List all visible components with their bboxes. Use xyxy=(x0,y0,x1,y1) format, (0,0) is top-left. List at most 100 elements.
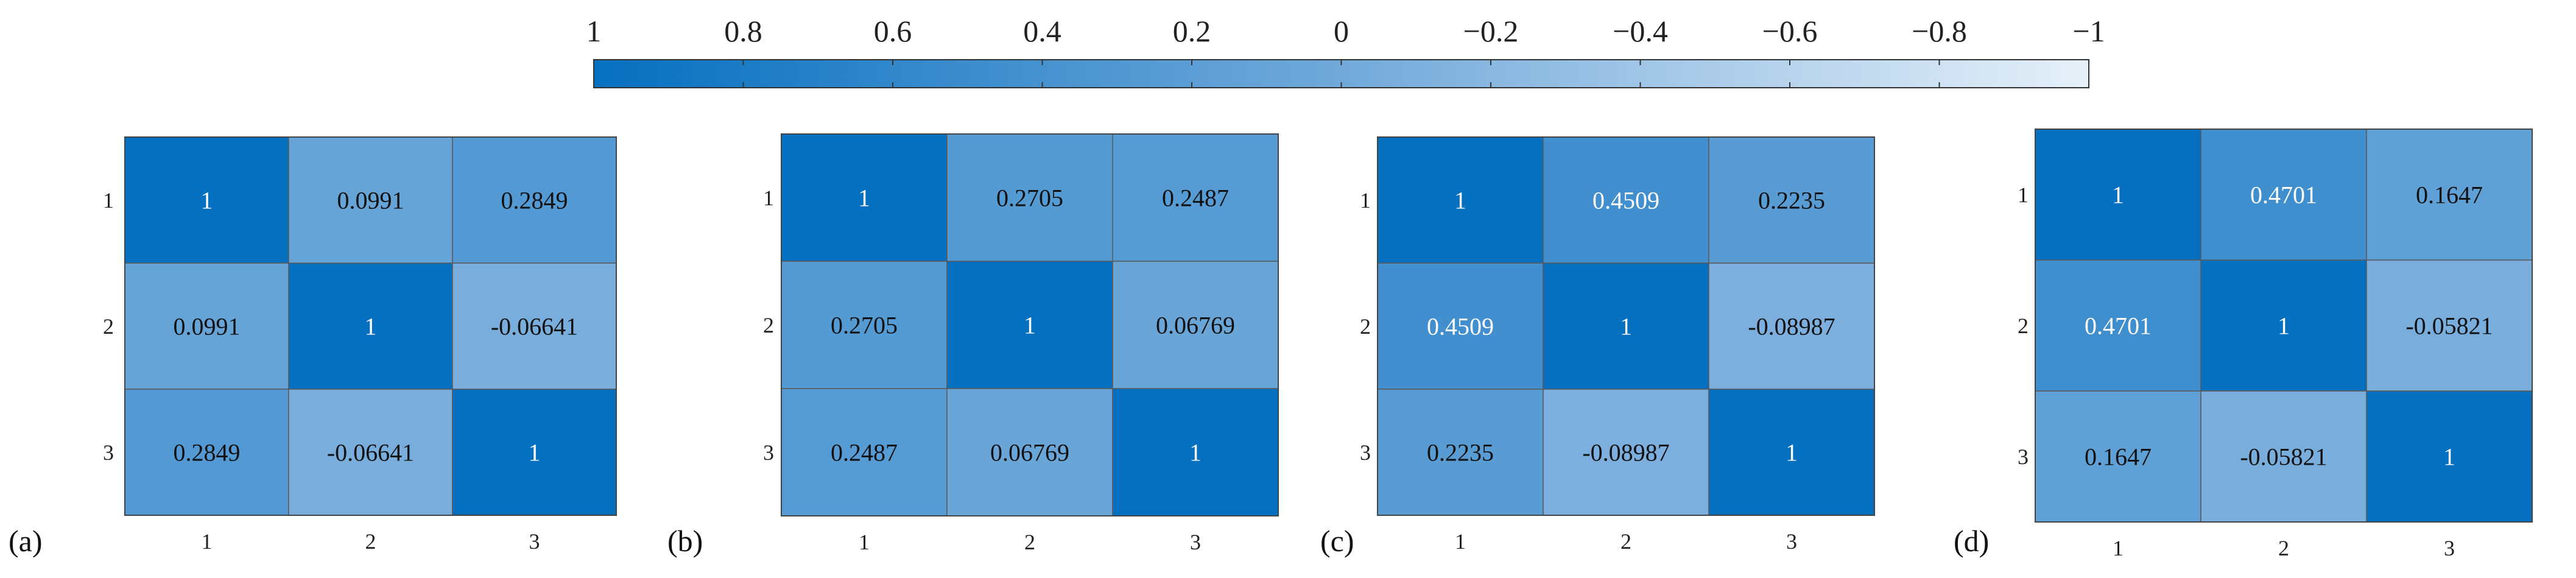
heatmap-cell xyxy=(1112,133,1279,262)
heatmap-cell xyxy=(781,388,948,516)
heatmap-cell-label: -0.05821 xyxy=(2405,312,2493,340)
heatmap-cell-label: 1 xyxy=(1620,313,1632,340)
colorbar-tick-label: −0.2 xyxy=(1463,14,1519,48)
x-tick-label: 3 xyxy=(1190,530,1201,554)
y-tick-label: 3 xyxy=(763,440,774,465)
heatmap-cell xyxy=(452,389,617,516)
colorbar-tick-label: 0.8 xyxy=(724,14,762,48)
heatmap-cell xyxy=(124,263,289,390)
heatmap-cell-label: 0.2487 xyxy=(831,439,898,467)
heatmap-cell xyxy=(1708,263,1875,390)
heatmap-frame xyxy=(1377,136,1875,516)
heatmap-cell-label: 0.2849 xyxy=(174,439,241,467)
heatmap-cell-label: 0.4509 xyxy=(1427,313,1494,340)
heatmap-panel: 1 0.4701 0.1647 0.4701 1 -0.05821 0.1647 -0.058… xyxy=(1954,129,2533,560)
heatmap-cell-label: 0.4701 xyxy=(2085,312,2152,340)
colorbar-tick-label: 1 xyxy=(586,14,602,48)
heatmap-cell-label: 1 xyxy=(529,439,541,467)
heatmap-cell xyxy=(452,263,617,390)
y-tick-label: 3 xyxy=(2018,445,2029,469)
heatmap-frame xyxy=(2035,129,2533,523)
heatmap-cell xyxy=(1377,136,1544,264)
panel-label: (c) xyxy=(1320,524,1354,558)
heatmap-cell-label: 1 xyxy=(201,187,213,214)
heatmap-cell-label: -0.08987 xyxy=(1582,439,1669,467)
heatmap-cell-label: 1 xyxy=(2443,443,2455,471)
heatmap-cell xyxy=(1708,389,1875,516)
colorbar: 1 0.8 0.6 0.4 0.2 0 −0.2 −0.4 −0.6 −0.8 −1 xyxy=(586,14,2105,88)
heatmap-cell-label: 1 xyxy=(1189,439,1202,467)
heatmap-cell-label: 0.1647 xyxy=(2416,182,2483,209)
heatmap-cell-label: -0.06641 xyxy=(491,313,578,340)
colorbar-tick-label: −0.4 xyxy=(1613,14,1668,48)
x-tick-label: 2 xyxy=(2278,536,2289,560)
heatmap-cell-label: 1 xyxy=(365,313,377,340)
x-tick-label: 1 xyxy=(202,529,213,554)
heatmap-cell xyxy=(2366,390,2533,523)
heatmap-cell xyxy=(946,261,1113,389)
x-tick-label: 1 xyxy=(1455,529,1466,554)
y-tick-label: 2 xyxy=(103,314,114,339)
heatmap-cell-label: 0.06769 xyxy=(990,439,1069,467)
panel-label: (a) xyxy=(9,524,43,558)
colorbar-tick-label: 0 xyxy=(1334,14,1349,48)
heatmap-cell xyxy=(781,261,948,389)
y-tick-label: 1 xyxy=(2018,183,2029,207)
heatmap-cell xyxy=(2200,259,2367,392)
heatmap-cell xyxy=(1377,389,1544,516)
heatmap-cell-label: 1 xyxy=(1024,312,1036,339)
heatmap-cell-label: 0.2849 xyxy=(501,187,568,214)
heatmap-cell xyxy=(288,263,453,390)
x-tick-label: 3 xyxy=(529,529,540,554)
heatmap-cell-label: 0.2235 xyxy=(1758,187,1825,214)
heatmap-panel: 1 0.4509 0.2235 0.4509 1 -0.08987 0.2235 -0.089… xyxy=(1320,136,1875,558)
x-tick-label: 2 xyxy=(365,529,376,554)
heatmap-cell-label: 0.2705 xyxy=(831,312,898,339)
colorbar-tick-label: 0.2 xyxy=(1173,14,1211,48)
heatmap-cell xyxy=(1543,263,1709,390)
heatmap-cell xyxy=(288,136,453,264)
colorbar-tick-label: 0.6 xyxy=(874,14,912,48)
y-tick-label: 1 xyxy=(763,186,774,210)
heatmap-cell-label: 1 xyxy=(2112,182,2124,209)
x-tick-label: 3 xyxy=(1786,529,1797,554)
x-tick-label: 3 xyxy=(2444,536,2455,560)
y-tick-label: 2 xyxy=(1360,314,1371,339)
y-tick-label: 3 xyxy=(1360,440,1371,465)
heatmap-cell-label: 0.2487 xyxy=(1162,185,1229,212)
colorbar-tick-label: −0.8 xyxy=(1912,14,1967,48)
heatmap-cell-label: 0.1647 xyxy=(2085,443,2152,471)
y-tick-label: 2 xyxy=(763,313,774,337)
heatmap-cell-label: 0.2235 xyxy=(1427,439,1494,467)
heatmap-cell-label: 1 xyxy=(1454,187,1466,214)
x-tick-label: 1 xyxy=(859,530,870,554)
heatmap-cell-label: 0.4509 xyxy=(1592,187,1659,214)
colorbar-tick-label: −1 xyxy=(2072,14,2105,48)
heatmap-cell-label: -0.06641 xyxy=(327,439,414,467)
heatmap-cell xyxy=(2366,259,2533,392)
heatmap-frame xyxy=(124,136,617,516)
heatmap-cell-label: 1 xyxy=(1786,439,1798,467)
heatmap-cell xyxy=(2035,129,2201,261)
heatmap-cell-label: 0.4701 xyxy=(2250,182,2317,209)
heatmap-frame xyxy=(781,133,1279,516)
colorbar-tick-label: 0.4 xyxy=(1023,14,1061,48)
x-tick-label: 1 xyxy=(2113,536,2124,560)
heatmap-cell-label: -0.05821 xyxy=(2240,443,2327,471)
heatmap-cell-label: 1 xyxy=(858,185,870,212)
heatmap-panel: 1 0.2705 0.2487 0.2705 1 0.06769 0.2487 0.06769… xyxy=(667,133,1279,558)
heatmap-cell-label: 1 xyxy=(2278,312,2290,340)
heatmap-cell xyxy=(1112,261,1279,389)
x-tick-label: 2 xyxy=(1024,530,1035,554)
heatmap-panels: 1 0.0991 0.2849 0.0991 1 -0.06641 0.2849 -0.066… xyxy=(9,129,2533,560)
heatmap-cell-label: 0.0991 xyxy=(337,187,404,214)
heatmap-panel: 1 0.0991 0.2849 0.0991 1 -0.06641 0.2849 -0.066… xyxy=(9,136,617,558)
heatmap-cell-label: 0.0991 xyxy=(174,313,241,340)
colorbar-tick-label: −0.6 xyxy=(1762,14,1818,48)
heatmap-cell-label: 0.2705 xyxy=(996,185,1063,212)
y-tick-label: 3 xyxy=(103,440,114,465)
heatmap-cell-label: -0.08987 xyxy=(1748,313,1835,340)
panel-label: (b) xyxy=(667,524,703,558)
